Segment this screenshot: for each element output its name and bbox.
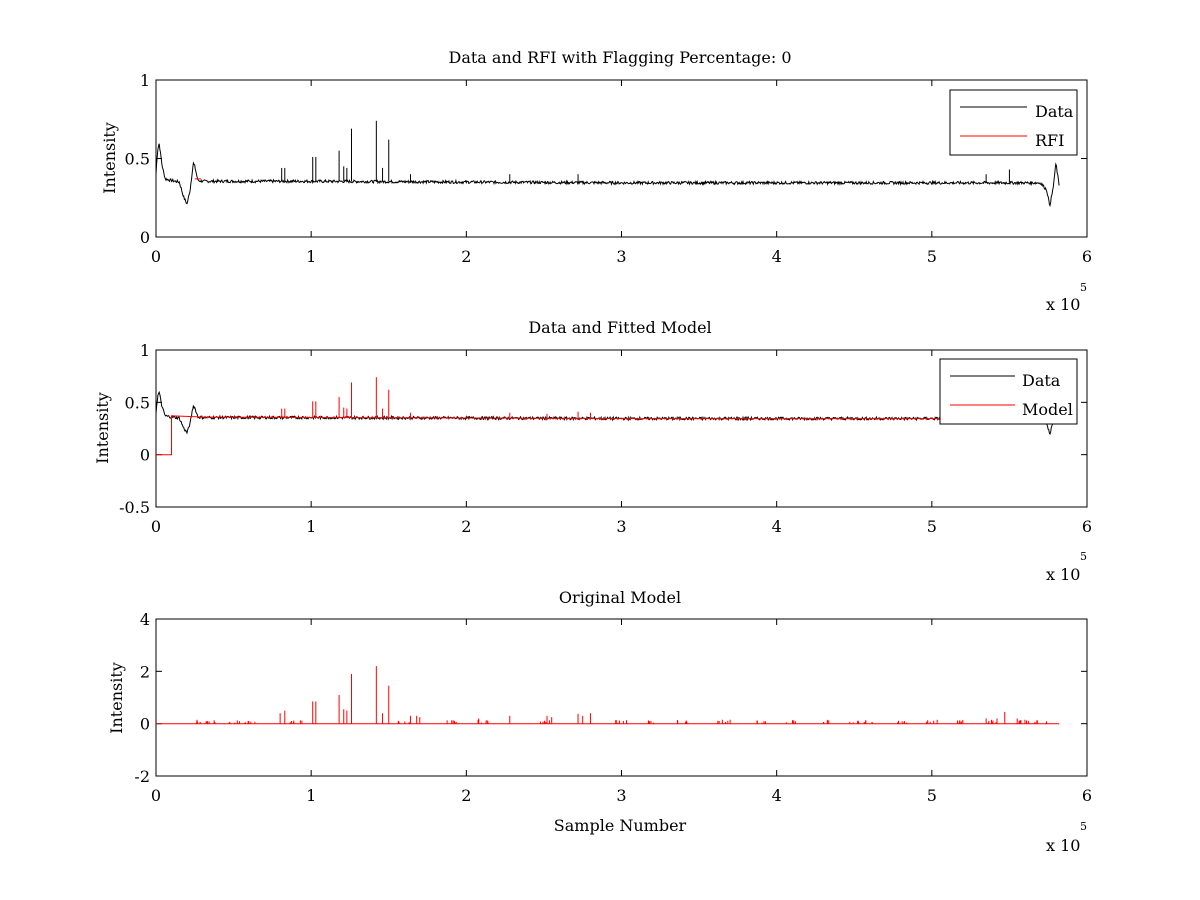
x-tick-label: 5 <box>927 786 937 805</box>
x-tick-label: 3 <box>616 517 626 536</box>
panel-1-plot: 0 1 2 3 4 5 6 0 0.5 1 <box>125 71 1093 266</box>
panel-1-x-exponent: 5 <box>1080 281 1087 294</box>
y-tick-label: 0.5 <box>125 393 150 412</box>
x-tick-label: 2 <box>461 247 471 266</box>
panel-1-ylabel: Intensity <box>100 122 119 194</box>
y-tick-label: 1 <box>140 341 150 360</box>
panel-2-x-multiplier: x 10 <box>1046 565 1080 584</box>
plot-area <box>156 120 1060 208</box>
series-model-line <box>156 415 1060 456</box>
x-tick-label: 6 <box>1082 247 1092 266</box>
panel-3-ylabel: Intensity <box>107 662 126 734</box>
panel-1-title: Data and RFI with Flagging Percentage: 0 <box>448 48 791 67</box>
x-tick-label: 5 <box>927 517 937 536</box>
series-data-line <box>156 143 1060 208</box>
legend-label-data: Data <box>1035 102 1074 121</box>
y-tick-label: 0 <box>140 446 150 465</box>
panel-data-fitted-model: Data and Fitted Model Intensity 0 1 2 3 4 5 6 -… <box>93 318 1092 584</box>
panel-3-xlabel: Sample Number <box>554 816 687 835</box>
y-tick-label: 0 <box>140 715 150 734</box>
y-tick-label: 2 <box>140 662 150 681</box>
x-tick-label: 1 <box>306 247 316 266</box>
x-tick-label: 1 <box>306 517 316 536</box>
x-tick-label: 5 <box>927 247 937 266</box>
panel-3-x-exponent: 5 <box>1080 820 1087 833</box>
x-tick-label: 4 <box>772 247 782 266</box>
x-tick-label: 6 <box>1082 786 1092 805</box>
y-tick-label: -0.5 <box>119 498 150 517</box>
x-tick-label: 1 <box>306 786 316 805</box>
x-tick-label: 4 <box>772 786 782 805</box>
y-tick-label: 1 <box>140 71 150 90</box>
plot-area <box>156 666 1060 725</box>
legend-label-data: Data <box>1022 371 1061 390</box>
x-tick-label: 6 <box>1082 517 1092 536</box>
plot-area <box>156 377 1060 456</box>
panel-1-x-multiplier: x 10 <box>1046 295 1080 314</box>
legend-label-model: Model <box>1022 400 1073 419</box>
panel-2-plot: 0 1 2 3 4 5 6-0.500.51 <box>119 341 1092 536</box>
x-tick-label: 0 <box>151 247 161 266</box>
panel-1-legend: Data RFI <box>949 89 1078 156</box>
y-tick-label: 4 <box>140 610 150 629</box>
y-tick-label: -2 <box>134 767 150 786</box>
panel-data-rfi: Data and RFI with Flagging Percentage: 0… <box>100 48 1092 314</box>
x-tick-label: 2 <box>461 517 471 536</box>
legend-box <box>939 358 1078 425</box>
panel-2-title: Data and Fitted Model <box>528 318 711 337</box>
panel-3-x-multiplier: x 10 <box>1046 836 1080 855</box>
legend-label-rfi: RFI <box>1035 131 1064 150</box>
legend-box <box>949 89 1078 156</box>
panel-2-legend: Data Model <box>939 358 1078 425</box>
panel-3-title: Original Model <box>559 588 681 607</box>
x-tick-label: 0 <box>151 517 161 536</box>
y-tick-label: 0.5 <box>125 150 150 169</box>
x-tick-label: 3 <box>616 247 626 266</box>
panel-2-ylabel: Intensity <box>93 392 112 464</box>
panel-2-x-exponent: 5 <box>1080 550 1087 563</box>
x-tick-label: 0 <box>151 786 161 805</box>
x-tick-label: 2 <box>461 786 471 805</box>
y-tick-label: 0 <box>140 228 150 247</box>
x-tick-label: 4 <box>772 517 782 536</box>
x-tick-label: 3 <box>616 786 626 805</box>
